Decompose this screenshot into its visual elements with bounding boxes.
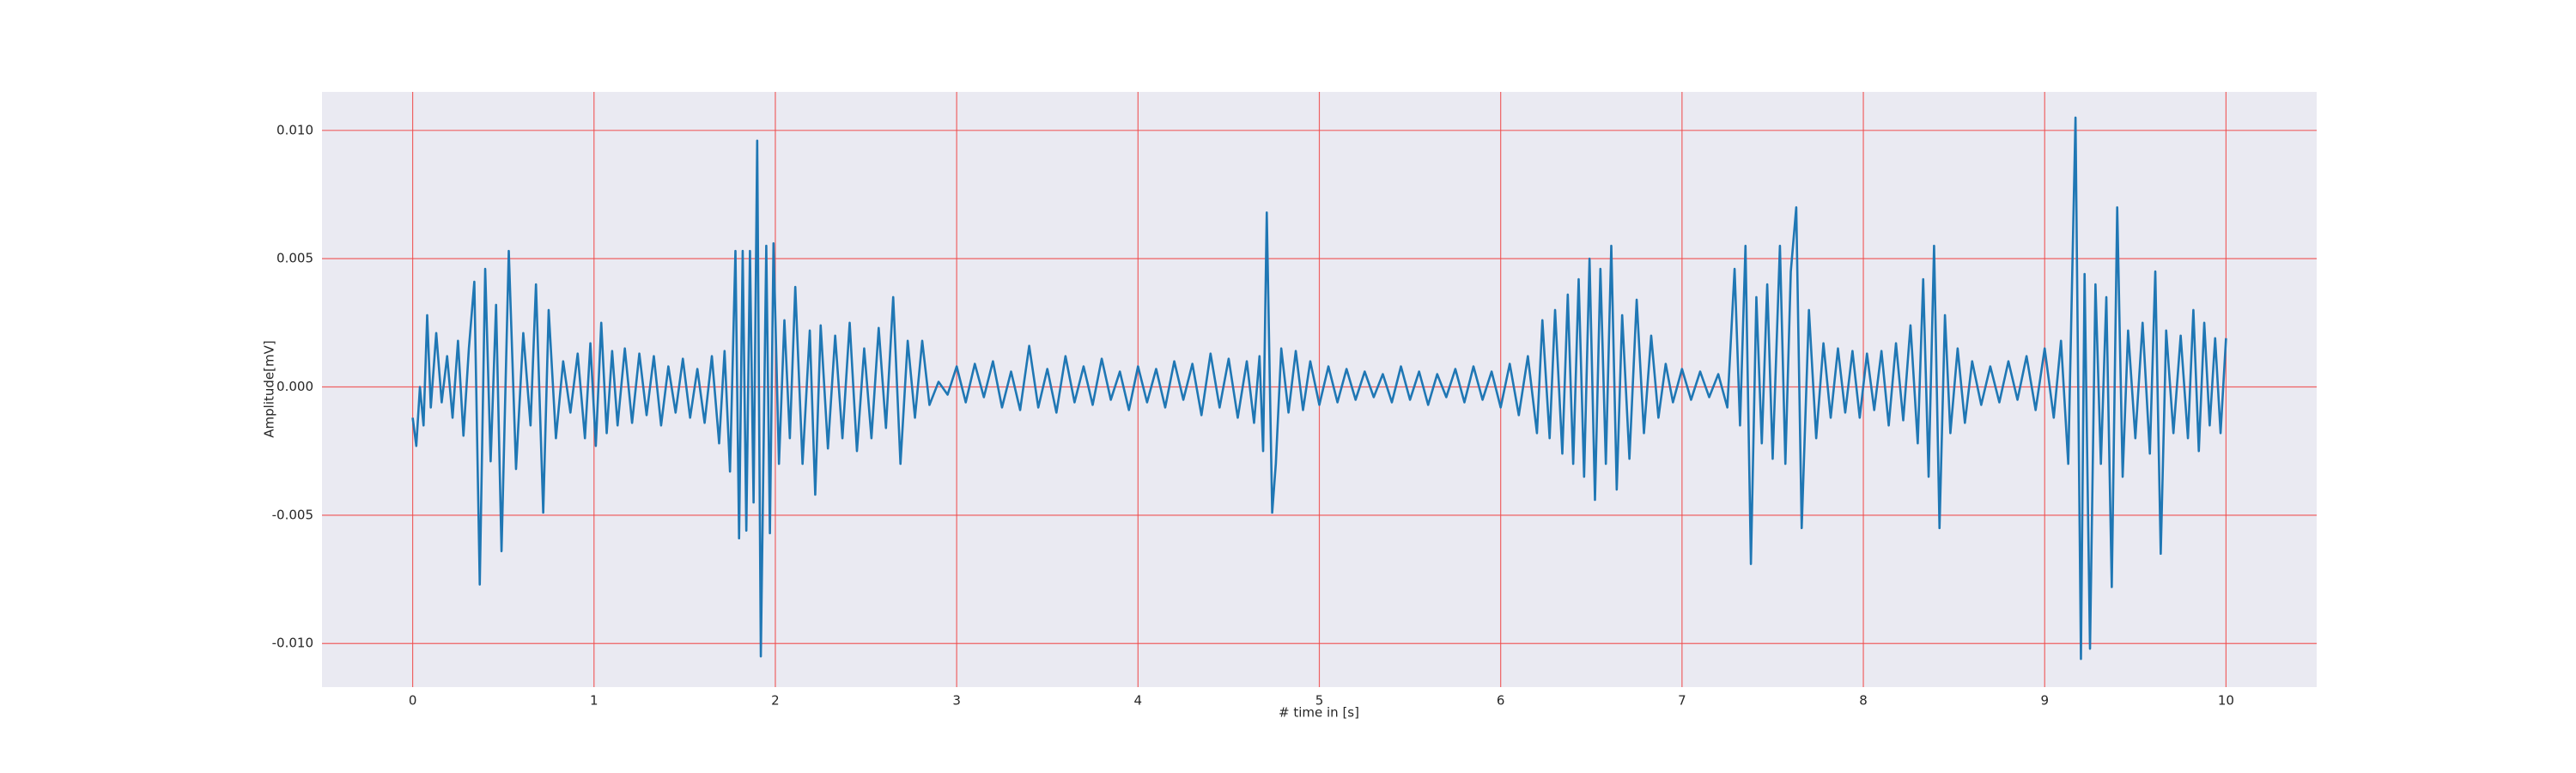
y-axis-label: Amplitude[mV]: [262, 340, 277, 437]
ticks: 0 1 2 3 4 5 6 7 8 9 10 -0.010 -0.005 0.000 0.005 0.010: [272, 122, 2234, 708]
x-axis-label: # time in [s]: [1279, 705, 1359, 721]
series: [411, 116, 2227, 660]
x-tick-label: 2: [771, 693, 780, 709]
signal-line: [411, 116, 2227, 660]
y-tick-label: -0.010: [272, 636, 313, 651]
x-tick-label: 7: [1678, 693, 1686, 709]
y-tick-label: 0.000: [276, 379, 313, 394]
x-tick-label: 1: [590, 693, 598, 709]
y-tick-label: 0.010: [276, 122, 313, 137]
x-tick-label: 0: [409, 693, 417, 709]
y-tick-label: -0.005: [272, 507, 313, 522]
x-tick-label: 6: [1497, 693, 1505, 709]
x-tick-label: 8: [1859, 693, 1868, 709]
x-tick-label: 4: [1134, 693, 1143, 709]
y-tick-label: 0.005: [276, 251, 313, 266]
x-tick-label: 5: [1315, 693, 1324, 709]
grid: [322, 92, 2317, 687]
x-tick-label: 10: [2218, 693, 2234, 709]
x-tick-label: 9: [2040, 693, 2049, 709]
x-tick-label: 3: [952, 693, 961, 709]
